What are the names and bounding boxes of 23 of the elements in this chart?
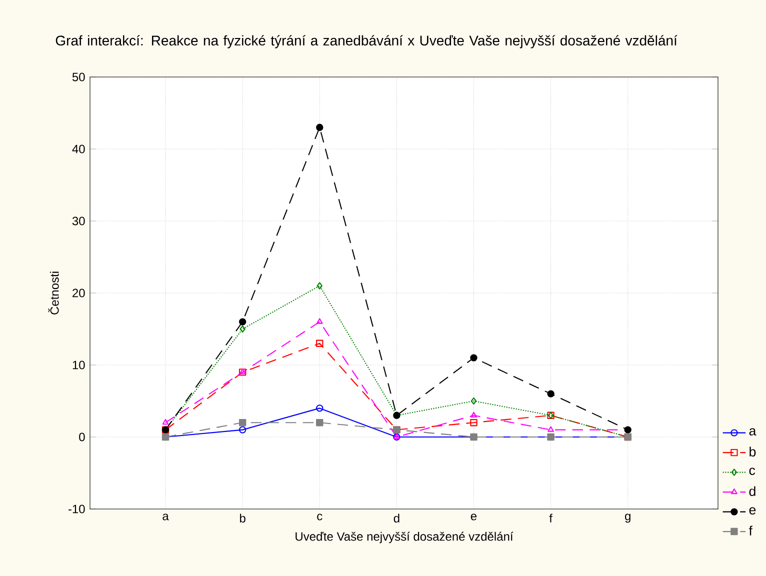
y-tick-label: 0 [79,432,85,442]
legend-label: c [749,468,756,476]
y-tick-label: 30 [72,216,85,226]
x-tick-label: d [394,514,400,523]
legend-label: b [750,446,756,456]
x-tick-label: a [162,514,169,520]
x-tick-label: b [240,514,246,523]
legend-label: f [748,526,752,536]
y-tick-label: 20 [72,288,85,298]
chart-title: Graf interakcí: Reakce na fyzické týrání a zanedbávání x Uveďte Vaše nejvyšší dosažené vzdělání [56,35,678,48]
legend-label: e [749,507,756,515]
x-tick-label: g [625,514,630,523]
x-tick-label: f [549,514,552,522]
legend-label: a [749,428,756,436]
x-axis-title: Uveďte Vaše nejvyšší dosažené vzdělání [296,532,514,544]
y-axis-title: Četnosti [48,272,59,314]
x-tick-label: e [470,514,477,520]
legend-label: d [749,486,756,496]
y-tick-label: 40 [72,144,85,154]
x-tick-label: c [317,514,322,520]
y-tick-label: -10 [68,504,85,514]
y-tick-label: 50 [72,72,85,82]
y-tick-label: 10 [72,360,85,370]
